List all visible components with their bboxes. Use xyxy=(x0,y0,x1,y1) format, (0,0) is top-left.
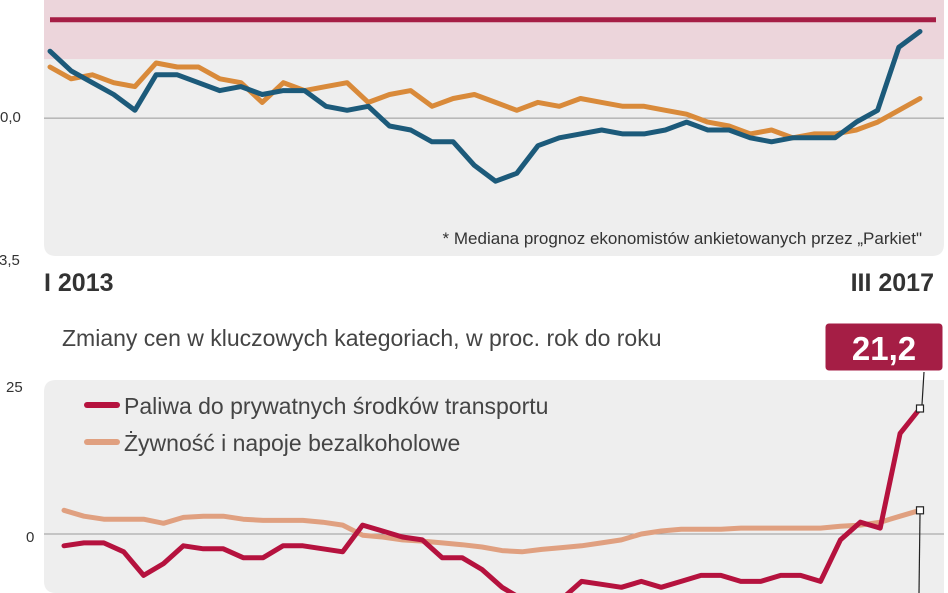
legend: Paliwa do prywatnych środków transportu … xyxy=(84,393,548,456)
end-point-marker-1 xyxy=(915,506,925,515)
chart-1-series-line-0 xyxy=(47,29,923,184)
callout: 21,2 xyxy=(822,320,946,405)
footnote: * Mediana prognoz ekonomistów ankietowan… xyxy=(443,229,922,248)
food-end-leader-line xyxy=(918,514,921,593)
chart-1: 0,0 -3,5 * Mediana prognoz ekonomistów a… xyxy=(0,0,944,297)
chart-2-title: Zmiany cen w kluczowych kategoriach, w p… xyxy=(62,325,662,351)
callout-box xyxy=(822,320,946,374)
y-tick-label-25: 25 xyxy=(6,379,23,396)
chart-1-plot-background xyxy=(44,0,944,256)
y-tick-label-zero: 0,0 xyxy=(0,109,21,126)
y-tick-label-0: 0 xyxy=(26,529,34,546)
x-start-label: I 2013 xyxy=(44,269,114,297)
chart-2-series-line-0 xyxy=(61,406,923,593)
legend-label-food: Żywność i napoje bezalkoholowe xyxy=(124,430,460,456)
y-tick-label-min: -3,5 xyxy=(0,252,20,269)
callout-value: 21,2 xyxy=(852,330,916,367)
chart-2-series-group xyxy=(61,404,925,593)
x-end-label: III 2017 xyxy=(851,269,934,297)
chart-2-series-line-1 xyxy=(61,507,923,555)
end-point-marker-0 xyxy=(915,404,925,413)
target-band xyxy=(44,0,944,60)
chart-1-series-line-1 xyxy=(47,60,923,141)
chart-2: Zmiany cen w kluczowych kategoriach, w p… xyxy=(6,320,946,593)
legend-label-fuel: Paliwa do prywatnych środków transportu xyxy=(124,393,548,419)
chart-1-series-group xyxy=(47,29,923,184)
chart-2-plot-background xyxy=(44,380,944,593)
callout-leader-line xyxy=(921,371,925,405)
